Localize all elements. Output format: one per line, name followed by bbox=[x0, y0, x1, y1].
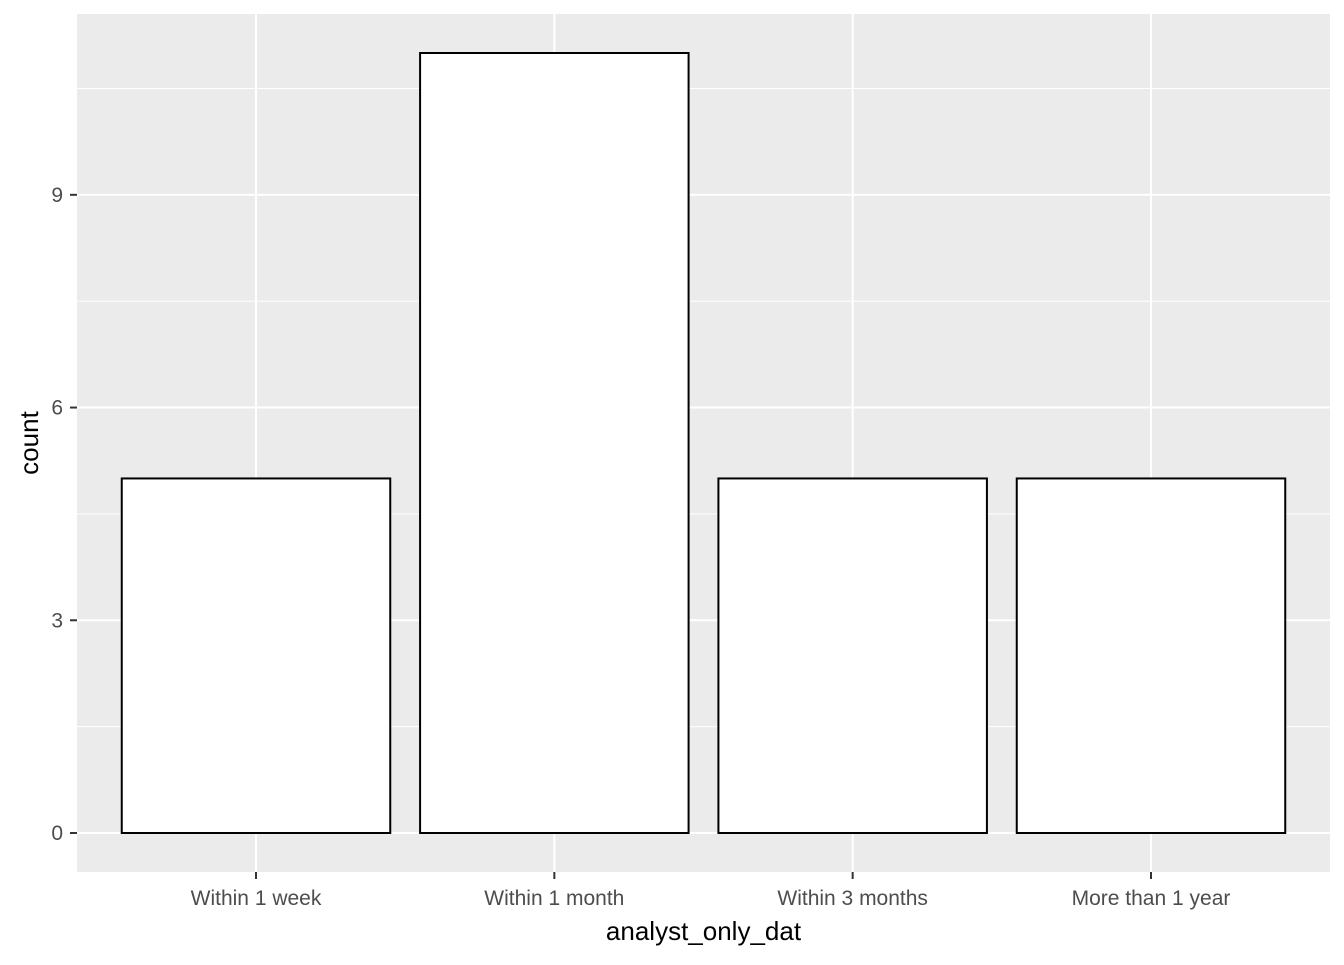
y-tick-label: 3 bbox=[51, 609, 63, 632]
x-tick-label: Within 1 month bbox=[484, 887, 624, 910]
y-tick-label: 0 bbox=[51, 822, 63, 845]
y-axis-ticks: 0 3 6 9 bbox=[51, 184, 77, 845]
x-tick-label: Within 1 week bbox=[191, 887, 322, 910]
y-tick-label: 9 bbox=[51, 184, 63, 207]
y-axis-title: count bbox=[14, 410, 44, 474]
bar-within-1-week bbox=[120, 477, 392, 834]
x-axis-title: analyst_only_dat bbox=[606, 916, 802, 946]
x-tick-label: More than 1 year bbox=[1072, 887, 1231, 910]
bar-within-1-month bbox=[419, 52, 690, 834]
x-axis-ticks: Within 1 week Within 1 month Within 3 mont… bbox=[191, 872, 1231, 910]
bar-more-than-1-year bbox=[1015, 477, 1287, 834]
x-tick-label: Within 3 months bbox=[777, 887, 928, 910]
bars-group bbox=[120, 52, 1287, 834]
y-tick-label: 6 bbox=[51, 397, 63, 420]
bar-within-3-months bbox=[717, 477, 988, 834]
